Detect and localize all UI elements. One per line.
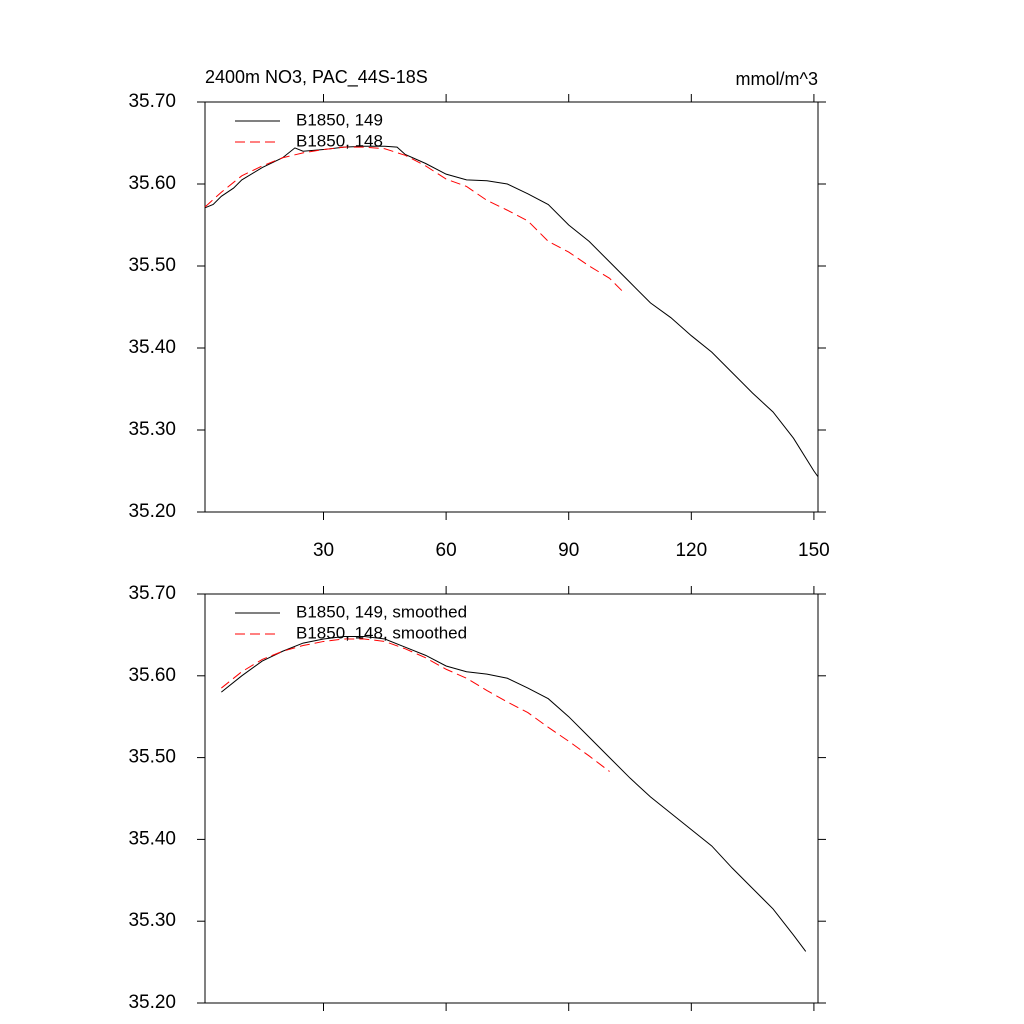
x-tick-label: 90 (558, 540, 579, 561)
y-tick-label: 35.20 (128, 992, 176, 1013)
x-tick-label: 150 (798, 540, 830, 561)
plot-frame (204, 593, 819, 1004)
x-tick-label: 60 (436, 540, 457, 561)
series-line (204, 145, 819, 478)
y-tick-label: 35.60 (128, 173, 176, 194)
units-label: mmol/m^3 (736, 69, 818, 89)
legend-label: B1850, 148 (296, 131, 383, 150)
chart-title: 2400m NO3, PAC_44S-18S (205, 67, 428, 88)
y-tick-label: 35.40 (128, 828, 176, 849)
y-tick-label: 35.30 (128, 910, 176, 931)
y-tick-label: 35.70 (128, 583, 176, 604)
series-line (221, 636, 807, 952)
y-tick-label: 35.30 (128, 419, 176, 440)
plot-frame (204, 101, 819, 513)
y-tick-label: 35.50 (128, 747, 176, 768)
series-line (221, 638, 610, 772)
y-tick-label: 35.40 (128, 337, 176, 358)
y-tick-label: 35.60 (128, 665, 176, 686)
y-tick-label: 35.50 (128, 255, 176, 276)
series-line (204, 146, 623, 291)
y-tick-label: 35.70 (128, 91, 176, 112)
legend-label: B1850, 149, smoothed (296, 602, 467, 621)
y-tick-label: 35.20 (128, 501, 176, 522)
x-tick-label: 30 (313, 540, 334, 561)
legend-label: B1850, 148, smoothed (296, 623, 467, 642)
legend-label: B1850, 149 (296, 110, 383, 129)
x-tick-label: 120 (675, 540, 707, 561)
